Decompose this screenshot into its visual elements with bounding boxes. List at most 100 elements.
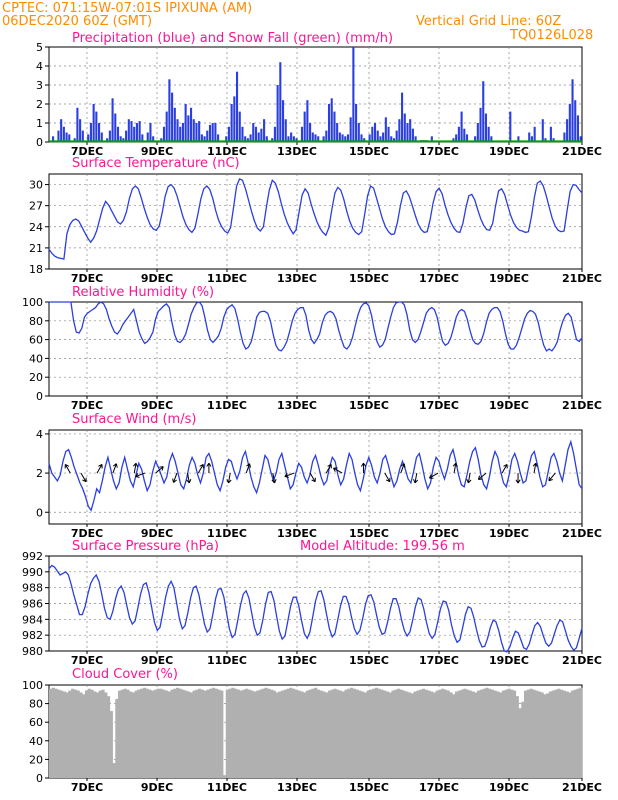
precip-bar	[490, 136, 493, 142]
precip-bar	[265, 136, 268, 142]
precip-bar	[138, 121, 141, 142]
precip-bar	[482, 81, 485, 142]
cloud-bar	[573, 689, 577, 778]
cloud-bar	[479, 689, 483, 778]
precip-bar	[322, 136, 325, 142]
x-tick-label: 21DEC	[562, 527, 602, 540]
precip-bar	[127, 119, 130, 142]
wind-arrow-head	[360, 462, 367, 467]
cloud-bar	[269, 689, 274, 778]
precip-bar	[338, 132, 341, 142]
precip-bar	[306, 100, 309, 142]
precip-bar	[382, 132, 385, 142]
cloud-bar	[275, 692, 279, 778]
y-tick-label: 986	[22, 598, 43, 611]
x-tick-label: 7DEC	[71, 781, 103, 794]
wind-arrow	[309, 472, 316, 482]
y-tick-label: 0	[36, 390, 43, 403]
cloud-bar	[54, 688, 58, 778]
cloud-bar	[419, 689, 423, 778]
panel-title: Relative Humidity (%)	[72, 285, 214, 300]
wind-arrow-head	[64, 463, 70, 469]
cloud-bar	[377, 688, 381, 778]
cloud-bar	[234, 688, 238, 778]
precip-bar	[384, 117, 387, 142]
cloud-bar	[261, 688, 265, 778]
precip-bar	[455, 134, 458, 142]
precip-bar	[476, 123, 479, 142]
y-tick-label: 2	[36, 98, 43, 111]
wind-arrow-head	[400, 463, 406, 468]
cloud-bar	[551, 690, 555, 778]
precip-bar	[314, 134, 317, 142]
x-tick-label: 13DEC	[277, 781, 317, 794]
precip-bar	[179, 126, 182, 142]
panel-frame	[48, 173, 583, 270]
x-tick-label: 7DEC	[71, 399, 103, 412]
cloud-bar	[159, 688, 163, 778]
precip-bar	[401, 92, 404, 142]
panel-extra-label: Model Altitude: 199.56 m	[300, 539, 465, 554]
panel-4: Surface Pressure (hPa) Model Altitude: 19…	[22, 539, 602, 667]
precip-bar	[173, 107, 176, 142]
precip-bar	[392, 138, 396, 142]
x-tick-label: 9DEC	[141, 399, 173, 412]
wind-arrow-head	[452, 462, 458, 468]
precip-bar	[214, 123, 217, 142]
cloud-bar	[79, 692, 83, 778]
precip-bar	[73, 138, 76, 142]
x-tick-label: 13DEC	[277, 527, 317, 540]
cloud-bar	[430, 691, 434, 778]
cloud-bar	[443, 689, 448, 778]
panel-title: Surface Temperature (nC)	[72, 156, 240, 171]
cloud-bar	[280, 690, 285, 778]
cloud-bar	[532, 689, 536, 778]
panel-title: Cloud Cover (%)	[72, 667, 178, 682]
panel-title: Precipitation (blue) and Snow Fall (gree…	[72, 31, 393, 46]
cloud-bar	[126, 689, 130, 778]
cloud-bar	[178, 688, 182, 778]
precip-bar	[376, 130, 379, 142]
precip-bar	[122, 138, 125, 142]
precip-bar	[406, 123, 409, 142]
cloud-bar	[137, 689, 141, 778]
precip-bar	[168, 79, 171, 142]
cloud-bar	[460, 689, 464, 778]
cloud-bar	[76, 690, 80, 778]
precip-bar	[479, 107, 482, 142]
cloud-bar	[408, 692, 412, 778]
cloud-bar	[391, 690, 395, 778]
cloud-bar	[350, 687, 354, 778]
cloud-bar	[537, 691, 541, 778]
precip-bar	[360, 134, 363, 142]
wind-arrow-head	[172, 478, 177, 483]
y-tick-label: 0	[36, 136, 43, 149]
precip-bar	[336, 123, 339, 142]
precip-bar	[487, 126, 490, 142]
x-tick-label: 17DEC	[419, 654, 459, 667]
cloud-bar	[51, 687, 55, 778]
x-tick-label: 11DEC	[207, 272, 247, 285]
precip-bar	[414, 136, 417, 142]
cloud-bar	[316, 689, 321, 778]
x-tick-label: 9DEC	[141, 781, 173, 794]
panel-0: Precipitation (blue) and Snow Fall (gree…	[36, 31, 602, 158]
cloud-bar	[49, 688, 53, 778]
x-tick-label: 17DEC	[419, 399, 459, 412]
cloud-bar	[131, 692, 136, 778]
precip-bar	[530, 136, 533, 142]
cloud-bar	[338, 690, 343, 778]
y-tick-label: 100	[22, 679, 43, 692]
wind-arrow	[96, 464, 103, 474]
cloud-bar	[303, 692, 307, 778]
precip-bar	[211, 123, 214, 142]
cloud-bar	[385, 691, 390, 778]
cloud-bar	[435, 690, 439, 778]
y-tick-label: 80	[29, 315, 43, 328]
precip-bar	[474, 136, 477, 142]
cloud-bar	[554, 689, 558, 778]
x-tick-label: 15DEC	[349, 527, 389, 540]
cloud-bar	[347, 688, 351, 778]
precip-bar	[395, 130, 398, 142]
precip-bar	[327, 104, 331, 142]
